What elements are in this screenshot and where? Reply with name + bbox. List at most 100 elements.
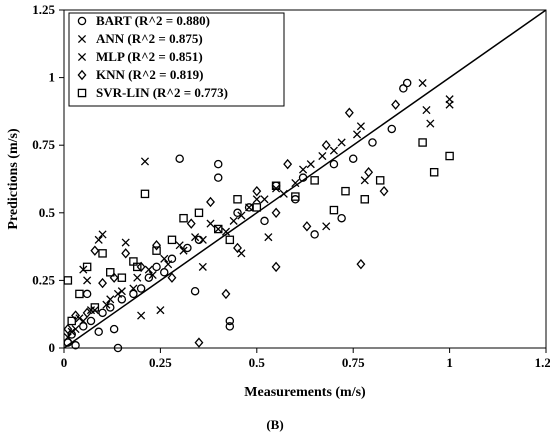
point-x: [98, 230, 107, 239]
point-circle: [387, 124, 397, 134]
point-circle: [310, 230, 319, 239]
point-circle: [109, 324, 119, 334]
point-x: [102, 300, 111, 309]
point-diamond: [98, 277, 108, 289]
point-circle: [213, 173, 223, 182]
point-diamond: [206, 196, 215, 208]
point-square: [445, 151, 454, 161]
legend-marker-x: [77, 52, 87, 62]
point-x: [148, 270, 157, 280]
point-x: [129, 284, 138, 293]
point-x: [426, 119, 435, 128]
legend-box: [68, 12, 285, 107]
point-circle: [160, 268, 169, 277]
point-x: [191, 233, 200, 242]
point-circle: [225, 322, 235, 331]
point-x: [140, 157, 150, 166]
point-square: [140, 189, 150, 199]
point-circle: [117, 295, 127, 304]
point-diamond: [63, 323, 73, 335]
point-circle: [402, 78, 412, 88]
point-square: [252, 203, 262, 212]
point-circle: [152, 262, 161, 272]
x-tick-label: 1.25: [535, 355, 550, 370]
point-diamond: [167, 272, 177, 283]
legend-marker-circle: [77, 16, 87, 26]
y-tick-label: 1: [49, 70, 56, 85]
point-square: [225, 235, 235, 245]
point-square: [194, 208, 204, 218]
point-diamond: [233, 242, 242, 254]
point-square: [291, 192, 300, 201]
point-x: [137, 311, 146, 320]
point-square: [167, 235, 177, 245]
x-axis-label: Measurements (m/s): [244, 385, 366, 400]
point-diamond: [271, 261, 281, 273]
point-square: [329, 205, 339, 215]
x-tick-label: 0.25: [149, 355, 172, 370]
point-x: [299, 165, 308, 174]
point-x: [113, 289, 123, 298]
subfigure-label: (B): [266, 417, 283, 432]
legend-marker-x: [77, 34, 87, 44]
y-axis-label: Predictions (m/s): [6, 128, 21, 230]
point-diamond: [379, 185, 389, 197]
point-square: [63, 276, 73, 285]
point-diamond: [90, 245, 100, 256]
point-diamond: [364, 167, 374, 178]
point-square: [310, 176, 319, 185]
point-x: [306, 160, 315, 169]
point-x: [337, 138, 346, 147]
point-x: [106, 295, 115, 304]
y-tick-label: 0: [49, 340, 56, 355]
point-x: [272, 184, 281, 193]
x-tick-label: 1: [446, 355, 453, 370]
point-x: [279, 189, 288, 198]
point-square: [360, 195, 370, 204]
point-square: [82, 262, 92, 272]
point-square: [152, 246, 161, 255]
legend: BART (R^2 = 0.880) ANN (R^2 = 0.875) MLP (…: [68, 12, 285, 107]
point-square: [429, 167, 439, 177]
point-x: [322, 222, 331, 231]
point-x: [252, 195, 261, 204]
y-tick-label: 0.75: [32, 137, 55, 152]
point-x: [83, 276, 92, 285]
point-x: [291, 178, 300, 188]
point-circle: [368, 138, 377, 147]
point-circle: [337, 213, 346, 223]
point-x: [329, 146, 338, 155]
x-tick-label: 0.5: [249, 355, 266, 370]
point-x: [237, 211, 246, 220]
point-x: [214, 224, 223, 234]
point-x: [164, 260, 173, 269]
point-circle: [291, 195, 300, 204]
point-square: [133, 262, 142, 272]
point-square: [75, 289, 84, 299]
legend-marker-diamond: [77, 69, 87, 81]
point-diamond: [152, 240, 162, 251]
point-circle: [399, 84, 408, 93]
point-square: [179, 213, 188, 223]
y-tick-label: 0.5: [39, 205, 56, 220]
point-circle: [113, 343, 123, 353]
point-circle: [348, 154, 358, 163]
point-circle: [129, 289, 138, 299]
legend-marker-square: [77, 88, 87, 98]
point-x: [179, 246, 188, 255]
legend-entry: MLP (R^2 = 0.851): [96, 49, 203, 64]
point-diamond: [391, 99, 401, 110]
point-x: [121, 238, 130, 247]
point-x: [67, 327, 76, 336]
point-x: [175, 241, 184, 250]
legend-entry: BART (R^2 = 0.880): [96, 13, 210, 28]
point-diamond: [321, 140, 331, 151]
point-diamond: [302, 221, 312, 232]
point-x: [198, 235, 207, 244]
point-x: [160, 254, 169, 263]
x-tick-label: 0.75: [342, 355, 365, 370]
point-circle: [86, 316, 96, 326]
plot-area: [63, 9, 547, 349]
point-circle: [106, 303, 115, 312]
point-x: [245, 203, 254, 212]
